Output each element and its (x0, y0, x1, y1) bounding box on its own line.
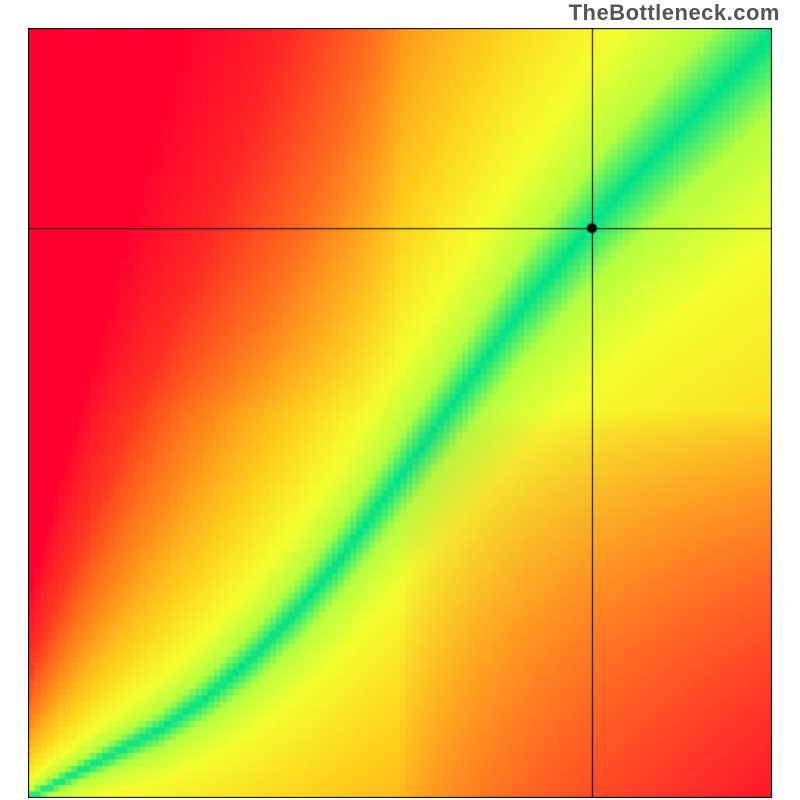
chart-container: TheBottleneck.com (0, 0, 800, 800)
bottleneck-heatmap (28, 28, 772, 798)
watermark-text: TheBottleneck.com (569, 0, 780, 26)
